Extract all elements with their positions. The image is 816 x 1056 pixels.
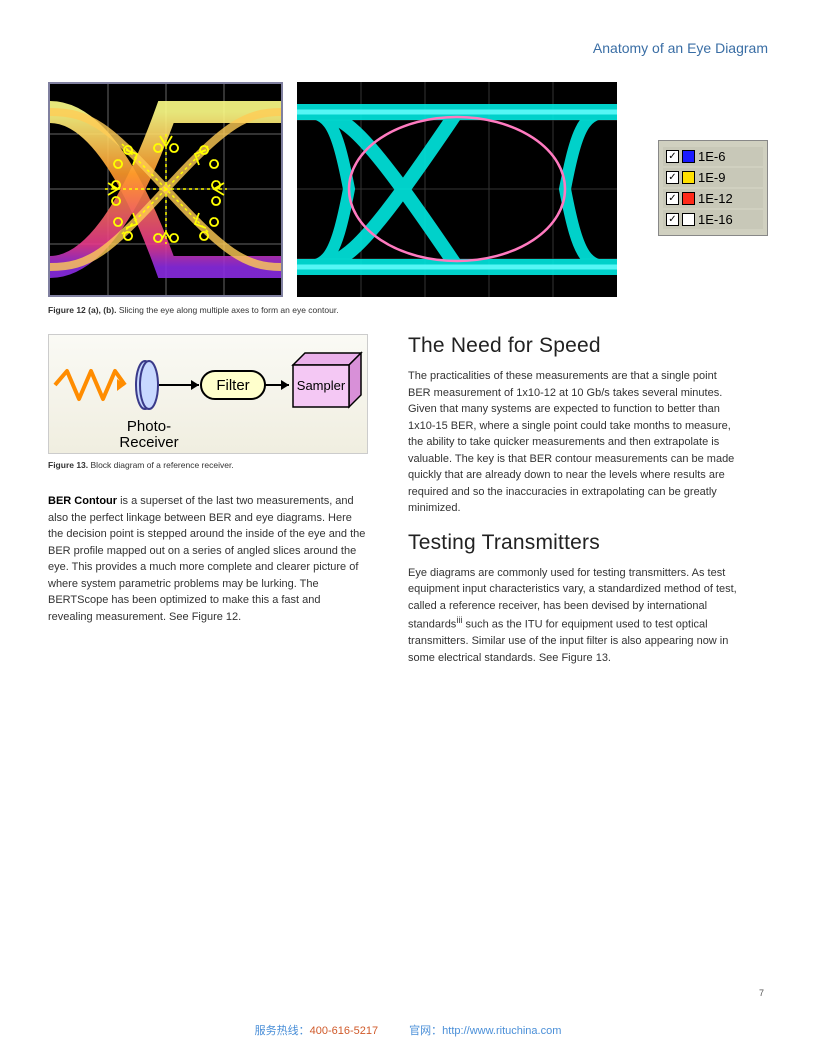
legend-swatch (682, 150, 695, 163)
eye-diagram-b (297, 82, 617, 297)
ber-legend: ✓ 1E-6 ✓ 1E-9 ✓ 1E-12 ✓ 1E-16 (658, 140, 768, 236)
legend-label: 1E-16 (698, 212, 733, 227)
heading-need-for-speed: The Need for Speed (408, 334, 738, 358)
caption-bold: Figure 13. (48, 460, 88, 470)
checkbox-icon[interactable]: ✓ (666, 192, 679, 205)
legend-row-1e-12: ✓ 1E-12 (663, 189, 763, 208)
filter-label: Filter (216, 377, 249, 394)
footer-hotline-label: 服务热线： (255, 1025, 310, 1037)
figure-13-block-diagram: Photo- Receiver Filter Sampler (48, 334, 368, 454)
page-footer: 服务热线：400-616-5217 官网：http://www.rituchin… (0, 1022, 816, 1038)
footer-website-url[interactable]: http://www.rituchina.com (442, 1025, 561, 1037)
photo-receiver-label-1: Photo- (127, 418, 171, 435)
heading-testing-transmitters: Testing Transmitters (408, 531, 738, 555)
legend-row-1e-16: ✓ 1E-16 (663, 210, 763, 229)
sampler-label: Sampler (297, 378, 346, 393)
need-for-speed-paragraph: The practicalities of these measurements… (408, 368, 738, 517)
figure-12-caption: Figure 12 (a), (b). Slicing the eye alon… (48, 305, 768, 316)
legend-swatch (682, 213, 695, 226)
page-number: 7 (759, 988, 764, 998)
legend-swatch (682, 171, 695, 184)
caption-text: Slicing the eye along multiple axes to f… (116, 305, 338, 315)
photo-receiver-label-2: Receiver (119, 434, 178, 451)
page-header-title: Anatomy of an Eye Diagram (48, 40, 768, 56)
legend-row-1e-6: ✓ 1E-6 (663, 147, 763, 166)
checkbox-icon[interactable]: ✓ (666, 171, 679, 184)
caption-text: Block diagram of a reference receiver. (88, 460, 234, 470)
caption-bold: Figure 12 (a), (b). (48, 305, 116, 315)
legend-row-1e-9: ✓ 1E-9 (663, 168, 763, 187)
testing-transmitters-paragraph: Eye diagrams are commonly used for testi… (408, 565, 738, 667)
eye-diagram-a (48, 82, 283, 297)
figure-13-caption: Figure 13. Block diagram of a reference … (48, 460, 368, 471)
paragraph-body: is a superset of the last two measuremen… (48, 495, 365, 623)
checkbox-icon[interactable]: ✓ (666, 150, 679, 163)
legend-label: 1E-9 (698, 170, 725, 185)
paragraph-lead-bold: BER Contour (48, 495, 117, 507)
legend-swatch (682, 192, 695, 205)
footer-website-label: 官网： (409, 1025, 442, 1037)
footer-hotline-number: 400-616-5217 (310, 1025, 379, 1037)
checkbox-icon[interactable]: ✓ (666, 213, 679, 226)
legend-label: 1E-6 (698, 149, 725, 164)
ber-contour-paragraph: BER Contour is a superset of the last tw… (48, 493, 368, 625)
figure-12-row: ✓ 1E-6 ✓ 1E-9 ✓ 1E-12 ✓ 1E-16 (48, 82, 768, 297)
legend-label: 1E-12 (698, 191, 733, 206)
